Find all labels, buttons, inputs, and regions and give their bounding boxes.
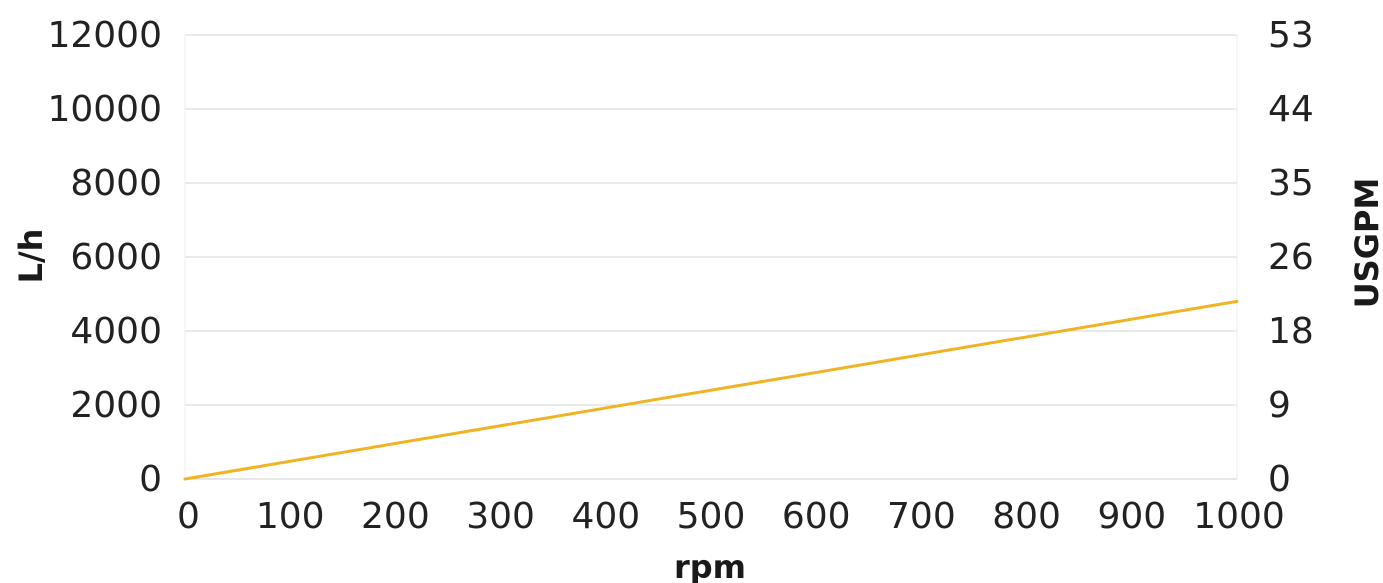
y2-tick-label: 18 <box>1268 311 1314 352</box>
y-tick-label: 10000 <box>47 89 162 130</box>
x-tick-label: 500 <box>677 496 746 537</box>
y-axis-right-ticks: 0 9 18 26 35 44 53 <box>1268 15 1314 500</box>
x-tick-label: 400 <box>571 496 640 537</box>
x-axis-ticks: 0 100 200 300 400 500 600 700 800 900 1000 <box>177 496 1285 537</box>
y-tick-label: 0 <box>139 459 162 500</box>
y2-tick-label: 26 <box>1268 237 1314 278</box>
y2-axis-title: USGPM <box>1348 178 1383 309</box>
x-tick-label: 900 <box>1097 496 1166 537</box>
x-tick-label: 200 <box>361 496 430 537</box>
y-axis-left-ticks: 0 2000 4000 6000 8000 10000 12000 <box>47 15 162 500</box>
y-tick-label: 6000 <box>70 237 162 278</box>
x-tick-label: 1000 <box>1193 496 1285 537</box>
y2-tick-label: 0 <box>1268 459 1291 500</box>
gridlines <box>184 34 1238 480</box>
x-tick-label: 0 <box>177 496 200 537</box>
y-tick-label: 8000 <box>70 163 162 204</box>
series-layer <box>183 299 1239 481</box>
y2-tick-label: 35 <box>1268 163 1314 204</box>
x-tick-label: 800 <box>992 496 1061 537</box>
series-line <box>183 299 1239 481</box>
y-tick-label: 4000 <box>70 311 162 352</box>
y2-tick-label: 9 <box>1268 385 1291 426</box>
x-tick-label: 100 <box>256 496 325 537</box>
y2-tick-label: 44 <box>1268 89 1314 130</box>
y2-tick-label: 53 <box>1268 15 1314 56</box>
x-tick-label: 600 <box>782 496 851 537</box>
x-tick-label: 300 <box>466 496 535 537</box>
x-tick-label: 700 <box>887 496 956 537</box>
x-axis-title: rpm <box>674 548 746 583</box>
y-tick-label: 2000 <box>70 385 162 426</box>
y-axis-title: L/h <box>12 229 50 284</box>
y-tick-label: 12000 <box>47 15 162 56</box>
